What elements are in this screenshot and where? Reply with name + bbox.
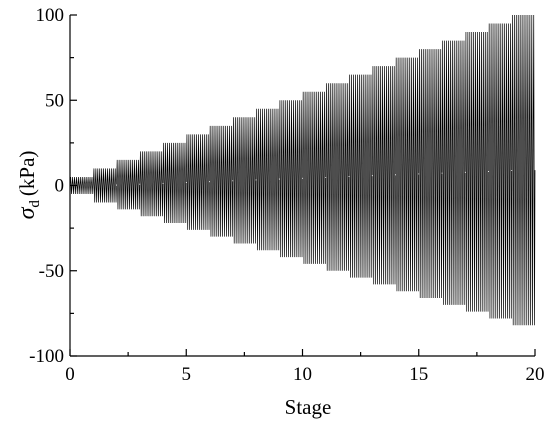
y-axis-title: σd (kPa) xyxy=(14,151,43,220)
ticks xyxy=(69,14,536,357)
signal-trace xyxy=(69,14,536,326)
x-tick-label: 15 xyxy=(409,364,428,385)
y-tick-label: -50 xyxy=(39,261,64,282)
x-tick-label: 10 xyxy=(293,364,312,385)
stage-14-signal xyxy=(395,57,420,292)
x-tick-label: 5 xyxy=(182,364,192,385)
stage-13-signal xyxy=(371,66,396,285)
stage-1-signal xyxy=(92,168,117,203)
y-axis-unit: (kPa) xyxy=(15,151,39,197)
y-axis-subscript: d xyxy=(27,200,43,208)
stage-7-signal xyxy=(232,117,257,244)
stage-15-signal xyxy=(418,49,443,299)
stage-9-signal xyxy=(278,100,303,258)
stage-6-signal xyxy=(209,125,234,237)
y-tick-label: 0 xyxy=(55,176,65,197)
x-tick-label: 0 xyxy=(65,364,75,385)
tick-labels: 0 5 10 15 20 -100 -50 0 50 100 xyxy=(29,5,544,385)
stage-18-signal xyxy=(488,23,513,319)
y-axis-symbol: σ xyxy=(14,206,40,219)
stage-19-signal xyxy=(511,14,536,326)
y-tick-label: 100 xyxy=(36,5,65,26)
stage-10-signal xyxy=(302,91,327,264)
stage-3-signal xyxy=(139,151,164,217)
stage-11-signal xyxy=(325,83,350,271)
y-tick-label: -100 xyxy=(29,346,64,367)
stage-12-signal xyxy=(348,74,373,278)
stage-8-signal xyxy=(255,108,280,251)
stage-2-signal xyxy=(116,159,141,210)
stage-5-signal xyxy=(185,134,210,230)
stage-16-signal xyxy=(441,40,466,305)
x-tick-label: 20 xyxy=(526,364,545,385)
stage-17-signal xyxy=(464,32,489,312)
stage-4-signal xyxy=(162,142,187,224)
y-tick-label: 50 xyxy=(45,90,64,111)
x-axis-title: Stage xyxy=(285,395,332,419)
